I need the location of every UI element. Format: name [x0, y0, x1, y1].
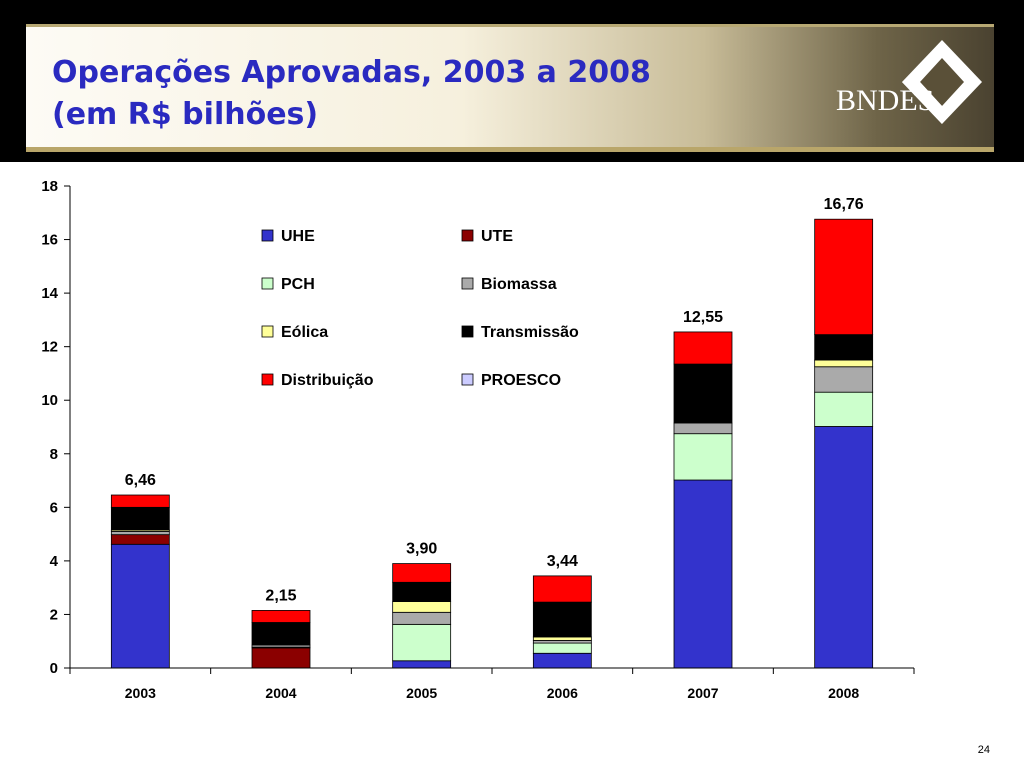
bar-segment-2003-transmiss-o — [110, 506, 170, 531]
bar-total-label: 16,76 — [824, 196, 864, 213]
legend-label: UTE — [481, 228, 513, 245]
bar-segment-2008-biomassa — [814, 366, 874, 393]
bar-total-label: 12,55 — [683, 309, 723, 326]
bar-segment-2008-uhe — [814, 426, 874, 669]
legend-swatch — [461, 229, 474, 242]
x-tick-label: 2006 — [547, 685, 578, 701]
bar-segment-2006-uhe — [532, 652, 592, 669]
legend-label: Eólica — [281, 324, 328, 341]
legend-item-transmiss-o: Transmissão — [461, 324, 579, 341]
header-panel — [26, 24, 994, 152]
legend-swatch — [261, 373, 274, 386]
bar-segment-2004-ute — [251, 647, 311, 669]
bar-segment-2007-distribui-o — [673, 331, 733, 365]
bar-total-label: 3,44 — [547, 553, 578, 570]
y-tick-label: 16 — [41, 232, 58, 249]
x-tick-label: 2003 — [125, 685, 156, 701]
chart-legend: UHE UTE PCH Biomassa Eólica Transmissão Distri… — [261, 228, 579, 389]
x-tick-label: 2005 — [406, 685, 437, 701]
bar-segment-2003-distribui-o — [110, 494, 170, 508]
chart-bars — [110, 218, 874, 669]
legend-swatch — [261, 229, 274, 242]
chart-labels: 2003 6,46 2004 2,15 2005 3,90 2006 3,44 2007 12,5… — [125, 196, 864, 701]
y-tick-label: 6 — [50, 499, 58, 516]
legend-item-proesco: PROESCO — [461, 372, 561, 389]
y-tick-label: 18 — [41, 178, 58, 195]
bar-segment-2004-transmiss-o — [251, 622, 311, 646]
y-tick-label: 4 — [50, 553, 59, 570]
bar-segment-2006-transmiss-o — [532, 601, 592, 638]
bar-segment-2006-distribui-o — [532, 575, 592, 603]
bar-segment-2008-pch — [814, 391, 874, 427]
page-number: 24 — [977, 744, 990, 756]
legend-swatch — [461, 373, 474, 386]
bar-chart: UHE UTE PCH Biomassa Eólica Transmissão Distri… — [41, 178, 915, 701]
y-tick-label: 10 — [41, 392, 58, 409]
x-tick-label: 2007 — [687, 685, 718, 701]
slide-title-line-2: (em R$ bilhões) — [52, 97, 319, 132]
y-tick-label: 2 — [50, 606, 58, 623]
legend-label: Distribuição — [281, 372, 374, 389]
bar-segment-2005-distribui-o — [392, 563, 452, 583]
bar-segment-2005-e-lica — [392, 601, 452, 613]
legend-item-e-lica: Eólica — [261, 324, 328, 341]
legend-label: UHE — [281, 228, 315, 245]
bndes-logo-mark — [902, 40, 982, 124]
bar-segment-2005-biomassa — [392, 611, 452, 625]
bar-segment-2006-e-lica — [532, 636, 592, 641]
bar-total-label: 3,90 — [406, 541, 437, 558]
legend-item-distribui-o: Distribuição — [261, 372, 374, 389]
legend-label: Transmissão — [481, 324, 579, 341]
bar-total-label: 2,15 — [265, 587, 296, 604]
bndes-logo: BNDES — [836, 40, 982, 124]
bar-total-label: 6,46 — [125, 472, 156, 489]
bar-segment-2007-pch — [673, 433, 733, 481]
legend-item-uhe: UHE — [261, 228, 315, 245]
y-tick-label: 14 — [41, 285, 58, 302]
bar-segment-2005-transmiss-o — [392, 581, 452, 602]
slide-title: Operações Aprovadas, 2003 a 2008 (em R$ … — [52, 52, 772, 136]
chart-axes: 0 2 4 6 8 10 12 14 16 18 — [41, 178, 915, 677]
bar-segment-2008-e-lica — [814, 359, 874, 368]
bar-segment-2003-uhe — [110, 543, 170, 669]
legend-item-ute: UTE — [461, 228, 513, 245]
legend-swatch — [461, 277, 474, 290]
legend-swatch — [461, 325, 474, 338]
bar-segment-2003-biomassa — [110, 531, 170, 536]
bar-segment-2007-uhe — [673, 479, 733, 669]
bar-segment-2007-biomassa — [673, 422, 733, 435]
bar-segment-2006-pch — [532, 642, 592, 654]
y-tick-label: 0 — [50, 660, 58, 677]
legend-item-biomassa: Biomassa — [461, 276, 557, 293]
bar-segment-2006-biomassa — [532, 640, 592, 644]
legend-label: Biomassa — [481, 276, 557, 293]
x-tick-label: 2004 — [265, 685, 296, 701]
bar-segment-2004-distribui-o — [251, 610, 311, 623]
bar-segment-2008-transmiss-o — [814, 334, 874, 361]
legend-label: PCH — [281, 276, 315, 293]
slide-title-line-1: Operações Aprovadas, 2003 a 2008 — [52, 55, 651, 90]
legend-item-pch: PCH — [261, 276, 315, 293]
bar-segment-2003-ute — [110, 534, 170, 545]
legend-swatch — [261, 325, 274, 338]
bar-segment-2005-uhe — [392, 660, 452, 669]
x-tick-label: 2008 — [828, 685, 859, 701]
legend-label: PROESCO — [481, 372, 561, 389]
bndes-logo-text: BNDES — [836, 84, 934, 117]
legend-swatch — [261, 277, 274, 290]
bar-segment-2007-transmiss-o — [673, 363, 733, 424]
bar-segment-2008-distribui-o — [814, 218, 874, 336]
y-tick-label: 8 — [50, 446, 58, 463]
bar-segment-2005-pch — [392, 623, 452, 662]
y-tick-label: 12 — [41, 339, 58, 356]
